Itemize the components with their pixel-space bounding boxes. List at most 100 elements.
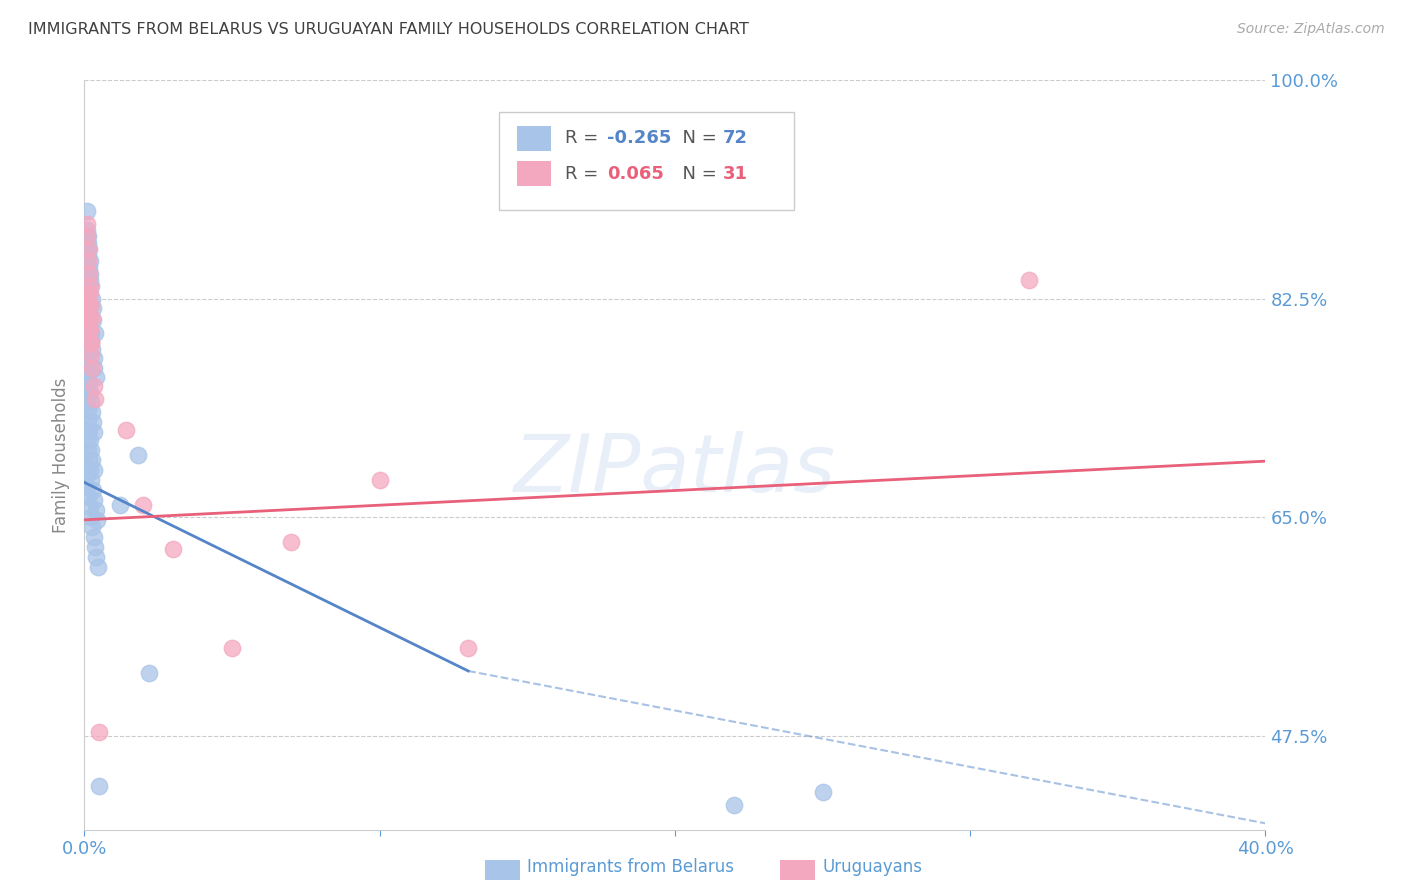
- Point: [83, 530, 105, 544]
- Point: [75, 423, 97, 437]
- Point: [162, 541, 184, 556]
- Point: [79, 433, 101, 447]
- Point: [86, 513, 108, 527]
- Point: [76, 392, 98, 407]
- Point: [80, 442, 103, 457]
- Point: [83, 463, 105, 477]
- Point: [75, 285, 97, 300]
- Point: [77, 254, 100, 268]
- Point: [76, 285, 98, 300]
- Point: [75, 470, 97, 484]
- Point: [79, 500, 101, 515]
- Point: [127, 448, 149, 462]
- Point: [76, 433, 98, 447]
- Point: [77, 413, 100, 427]
- Text: Immigrants from Belarus: Immigrants from Belarus: [527, 858, 734, 876]
- Point: [77, 260, 100, 275]
- Point: [84, 392, 107, 406]
- Point: [80, 279, 103, 293]
- Point: [75, 383, 97, 397]
- Point: [77, 267, 100, 281]
- Point: [76, 298, 98, 312]
- Text: N =: N =: [671, 165, 723, 183]
- Point: [83, 425, 105, 440]
- Point: [80, 473, 103, 487]
- Point: [84, 541, 107, 555]
- Point: [82, 301, 104, 315]
- Point: [76, 229, 98, 244]
- Text: ZIPatlas: ZIPatlas: [513, 431, 837, 509]
- Point: [76, 204, 98, 219]
- Text: R =: R =: [565, 165, 610, 183]
- Point: [80, 310, 103, 325]
- Point: [79, 335, 101, 350]
- Text: 0.065: 0.065: [607, 165, 664, 183]
- Point: [79, 279, 101, 293]
- Point: [76, 355, 98, 369]
- Point: [83, 492, 105, 507]
- Point: [76, 223, 98, 237]
- Point: [80, 298, 103, 312]
- Point: [76, 345, 98, 359]
- Point: [79, 323, 101, 337]
- Point: [80, 292, 103, 306]
- Text: 31: 31: [723, 165, 748, 183]
- Point: [87, 779, 111, 793]
- Text: Uruguayans: Uruguayans: [823, 858, 922, 876]
- Y-axis label: Family Households: Family Households: [52, 377, 70, 533]
- Point: [77, 453, 100, 467]
- Point: [87, 560, 110, 574]
- Point: [80, 395, 103, 409]
- Point: [79, 285, 101, 300]
- Point: [77, 242, 100, 256]
- Point: [80, 333, 103, 347]
- Point: [76, 295, 98, 310]
- Point: [80, 348, 103, 362]
- Point: [77, 229, 100, 244]
- Point: [457, 641, 479, 656]
- Point: [108, 498, 131, 512]
- Text: -0.265: -0.265: [607, 129, 672, 147]
- Point: [80, 335, 103, 350]
- Point: [75, 335, 97, 350]
- Point: [138, 666, 160, 681]
- Point: [80, 510, 103, 524]
- Text: N =: N =: [671, 129, 723, 147]
- Point: [221, 641, 243, 656]
- Point: [79, 385, 101, 400]
- Point: [79, 254, 101, 268]
- Point: [368, 473, 391, 487]
- Point: [75, 373, 97, 387]
- Point: [77, 491, 100, 505]
- Point: [83, 360, 105, 375]
- Point: [82, 453, 104, 467]
- Text: Source: ZipAtlas.com: Source: ZipAtlas.com: [1237, 22, 1385, 37]
- Point: [86, 550, 108, 565]
- Point: [83, 379, 105, 393]
- Point: [83, 351, 105, 365]
- Point: [114, 423, 136, 437]
- Text: 72: 72: [723, 129, 748, 147]
- Point: [82, 342, 104, 356]
- Point: [83, 326, 105, 340]
- Point: [77, 366, 100, 380]
- Point: [811, 785, 834, 799]
- Point: [84, 370, 107, 384]
- Point: [80, 405, 103, 419]
- Point: [1018, 273, 1040, 287]
- Point: [79, 316, 101, 330]
- Point: [77, 310, 100, 325]
- Point: [75, 298, 97, 312]
- Point: [77, 242, 100, 256]
- Point: [76, 480, 98, 494]
- Point: [723, 797, 745, 812]
- Point: [76, 403, 98, 417]
- Point: [82, 360, 104, 375]
- Point: [76, 235, 98, 250]
- Point: [79, 323, 101, 337]
- Point: [77, 442, 100, 457]
- Text: IMMIGRANTS FROM BELARUS VS URUGUAYAN FAMILY HOUSEHOLDS CORRELATION CHART: IMMIGRANTS FROM BELARUS VS URUGUAYAN FAM…: [28, 22, 749, 37]
- Point: [87, 725, 111, 739]
- Point: [79, 463, 101, 477]
- Point: [76, 217, 98, 231]
